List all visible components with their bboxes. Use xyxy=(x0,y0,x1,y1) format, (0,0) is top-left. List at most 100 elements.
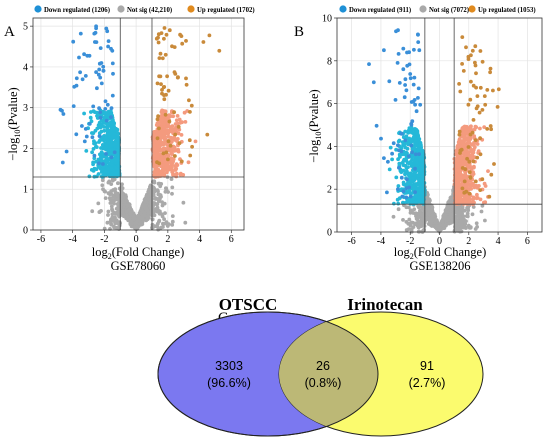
up-regulated-point xyxy=(179,133,184,137)
not-sig-point xyxy=(156,208,161,213)
down-regulated-outlier-point xyxy=(94,26,98,31)
not-sig-point xyxy=(106,180,111,185)
up-regulated-point xyxy=(171,157,176,162)
up-regulated-point xyxy=(173,173,178,177)
panel-label-a: A xyxy=(4,24,15,40)
up-regulated-point xyxy=(154,153,159,158)
down-regulated-outlier-point xyxy=(401,46,406,51)
up-regulated-point xyxy=(157,149,162,153)
not-sig-point xyxy=(109,182,114,187)
up-regulated-outlier-point xyxy=(173,132,178,137)
down-regulated-outlier-point xyxy=(399,131,404,136)
down-regulated-outlier-point xyxy=(397,81,402,85)
up-regulated-outlier-point xyxy=(166,139,171,144)
down-regulated-point xyxy=(392,201,396,206)
not-sig-point xyxy=(430,214,435,219)
not-sig-point xyxy=(90,209,95,214)
up-regulated-outlier-point xyxy=(473,179,478,184)
venn-right-count: 91 xyxy=(420,359,434,373)
down-regulated-outlier-point xyxy=(396,187,400,192)
down-regulated-point xyxy=(416,195,421,200)
not-sig-point xyxy=(113,187,118,192)
down-regulated-point xyxy=(413,194,418,199)
down-regulated-outlier-point xyxy=(97,61,102,66)
not-sig-point xyxy=(152,179,157,184)
not-sig-point xyxy=(458,208,463,213)
up-regulated-point xyxy=(453,191,457,196)
down-regulated-outlier-point xyxy=(87,53,92,58)
up-regulated-point xyxy=(160,117,165,122)
down-regulated-outlier-point xyxy=(91,104,96,109)
up-regulated-point xyxy=(468,124,473,129)
plot-a-y-axis-label: −log10(Pvalue) xyxy=(6,87,22,160)
down-regulated-point xyxy=(94,159,98,164)
not-sig-point xyxy=(159,225,163,230)
not-sig-point xyxy=(111,219,116,223)
up-regulated-outlier-point xyxy=(161,85,166,90)
plot-a-threshold-lines xyxy=(33,18,244,230)
not-sig-point xyxy=(431,218,435,222)
down-regulated-point xyxy=(115,144,120,149)
up-regulated-outlier-point xyxy=(477,110,482,115)
down-regulated-point xyxy=(95,126,100,131)
down-regulated-outlier-point xyxy=(390,151,394,156)
up-regulated-outlier-point xyxy=(465,156,469,161)
up-regulated-outlier-point xyxy=(205,132,210,137)
not-sig-point xyxy=(158,211,163,216)
down-regulated-outlier-point xyxy=(408,72,413,76)
not-sig-point xyxy=(99,209,103,213)
down-regulated-outlier-point xyxy=(379,136,383,141)
down-regulated-point xyxy=(102,139,106,143)
up-regulated-outlier-point xyxy=(473,60,477,65)
down-regulated-outlier-point xyxy=(78,70,82,75)
down-regulated-outlier-point xyxy=(397,165,401,170)
down-regulated-outlier-point xyxy=(94,70,98,74)
not-sig-point xyxy=(441,222,445,227)
down-regulated-outlier-point xyxy=(416,40,421,44)
up-regulated-outlier-point xyxy=(180,41,185,46)
down-regulated-point xyxy=(112,132,117,137)
x-tick-label: -2 xyxy=(406,236,414,247)
up-regulated-outlier-point xyxy=(190,144,195,149)
not-sig-point xyxy=(444,222,448,227)
down-regulated-outlier-point xyxy=(109,115,113,119)
down-regulated-outlier-point xyxy=(385,190,389,195)
up-regulated-point xyxy=(161,121,166,126)
up-regulated-outlier-point xyxy=(177,141,182,146)
not-sig-point xyxy=(111,194,115,199)
up-regulated-outlier-point xyxy=(480,177,485,182)
not-sig-point xyxy=(148,185,152,189)
x-tick-label: -6 xyxy=(347,236,355,247)
not-sig-point xyxy=(112,201,116,206)
up-regulated-point xyxy=(152,142,157,147)
down-regulated-outlier-point xyxy=(105,102,110,107)
down-regulated-point xyxy=(418,142,423,147)
down-regulated-outlier-point xyxy=(402,95,407,100)
not-sig-point xyxy=(413,222,417,227)
down-regulated-outlier-point xyxy=(401,67,406,72)
down-regulated-outlier-point xyxy=(412,75,417,80)
not-sig-point xyxy=(127,207,132,211)
down-regulated-point xyxy=(107,132,112,137)
not-sig-point xyxy=(151,193,156,198)
down-regulated-outlier-point xyxy=(90,135,95,140)
up-regulated-outlier-point xyxy=(473,138,478,143)
legend-b-notsig-marker xyxy=(419,5,427,13)
down-regulated-point xyxy=(409,125,414,130)
up-regulated-point xyxy=(471,142,476,147)
up-regulated-point xyxy=(160,134,165,139)
not-sig-point xyxy=(140,221,144,226)
down-regulated-outlier-point xyxy=(374,123,379,128)
up-regulated-outlier-point xyxy=(154,36,159,41)
legend-a-notsig-label: Not sig (42,210) xyxy=(127,7,172,14)
down-regulated-point xyxy=(97,131,102,136)
down-regulated-point xyxy=(402,142,407,147)
not-sig-point xyxy=(146,197,151,201)
x-tick-label: 6 xyxy=(229,234,234,245)
not-sig-point xyxy=(427,197,432,202)
not-sig-point xyxy=(414,211,418,216)
down-regulated-point xyxy=(109,143,113,148)
panel-c-venn: C OTSCC Irinotecan 3303 (96.6%) 26 (0.8%… xyxy=(157,295,484,437)
up-regulated-point xyxy=(169,140,174,144)
up-regulated-outlier-point xyxy=(485,126,490,131)
